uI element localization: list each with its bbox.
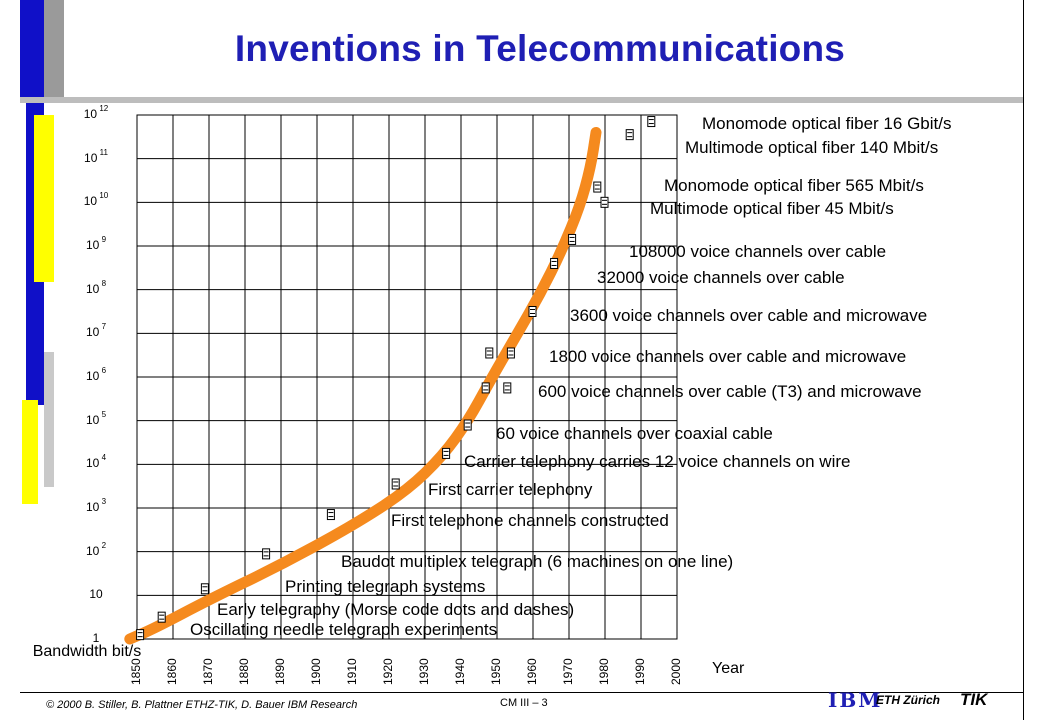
data-marker [463,419,472,431]
y-axis-label: Bandwidth bit/s [32,643,142,660]
milestone-annotation: 108000 voice channels over cable [629,242,887,261]
milestone-annotation: 1800 voice channels over cable and micro… [549,347,907,366]
y-tick-label: 10 3 [85,497,107,514]
milestone-annotation: Monomode optical fiber 16 Gbit/s [702,114,952,133]
decor-grey-bar-top [44,0,64,97]
y-tick-label: 10 12 [83,104,109,121]
page-title: Inventions in Telecommunications [234,28,846,69]
footer-copyright: © 2000 B. Stiller, B. Plattner ETHZ-TIK,… [46,699,358,711]
x-tick-label: 1910 [345,658,359,685]
y-tick-label: 10 8 [85,278,107,296]
data-marker [136,629,145,641]
x-tick-label: 1960 [525,658,539,685]
x-tick-label: 1980 [597,658,611,685]
x-tick-label: 1970 [561,658,575,685]
x-tick-label: 2000 [669,658,683,685]
data-marker [262,548,271,560]
footer-page-number: CM III – 3 [500,697,548,709]
milestone-annotation: 600 voice channels over cable (T3) and m… [538,382,922,401]
milestone-annotation: First telephone channels constructed [391,511,669,530]
decor-yellow-bar-1 [34,115,54,282]
decor-grey-bar-mid [44,352,54,487]
data-marker [485,347,494,359]
y-tick-label: 10 7 [85,322,107,340]
frame-right [1023,0,1024,720]
milestone-annotation: Monomode optical fiber 565 Mbit/s [664,176,924,195]
milestone-annotation: 60 voice channels over coaxial cable [496,424,773,443]
milestone-annotation: 3600 voice channels over cable and micro… [570,306,928,325]
milestone-annotation: 32000 voice channels over cable [597,268,845,287]
data-marker [442,447,451,459]
x-tick-label: 1950 [489,658,503,685]
y-tick-label: 10 2 [85,540,107,558]
data-marker [600,196,609,208]
milestone-annotation: Oscillating needle telegraph experiments [190,620,498,639]
data-marker [506,347,515,359]
decor-yellow-bar-2 [22,400,38,504]
decor-blue-bar-top [20,0,44,97]
milestone-annotation: Baudot multiplex telegraph (6 machines o… [341,552,734,571]
milestone-annotation: Carrier telephony carries 12 voice chann… [464,452,851,471]
x-tick-label: 1860 [165,658,179,685]
data-marker [625,129,634,141]
x-tick-label: 1870 [201,658,215,685]
y-tick-label: 1 [92,631,100,645]
frame-bottom [20,692,1024,693]
milestone-annotation: Printing telegraph systems [285,577,486,596]
y-tick-label: 10 [89,587,103,602]
milestone-annotation: Multimode optical fiber 140 Mbit/s [685,138,939,157]
ibm-logo: IBM [828,688,883,712]
milestone-annotation: Multimode optical fiber 45 Mbit/s [650,199,894,218]
y-tick-label: 10 5 [85,409,107,427]
data-marker [550,257,559,269]
data-marker [481,382,490,394]
x-tick-label: 1890 [273,658,287,685]
data-marker [647,116,656,128]
x-tick-label: 1940 [453,658,467,685]
y-tick-label: 10 6 [85,366,107,383]
data-marker [593,181,602,193]
milestone-annotation: Early telegraphy (Morse code dots and da… [217,600,575,619]
x-axis-label: Year [712,660,745,677]
milestone-annotation: First carrier telephony [428,480,593,499]
data-marker [528,306,537,317]
data-marker [391,478,400,490]
data-marker [157,611,166,623]
data-marker [503,382,512,394]
y-tick-label: 10 4 [85,453,107,471]
x-tick-label: 1990 [633,658,647,685]
data-marker [568,233,577,245]
y-tick-label: 10 11 [84,147,108,165]
decor-grey-line [20,97,1024,103]
data-marker [200,583,209,595]
x-tick-label: 1880 [237,658,251,685]
x-tick-label: 1850 [129,658,143,685]
tik-logo: TIK [960,690,988,709]
y-tick-label: 10 9 [85,235,107,252]
data-marker [326,509,335,521]
eth-zurich-label: ETH Zürich [876,693,941,707]
x-tick-label: 1930 [417,658,431,685]
y-tick-label: 10 10 [83,191,109,209]
x-tick-label: 1900 [309,658,323,685]
x-tick-label: 1920 [381,658,395,685]
